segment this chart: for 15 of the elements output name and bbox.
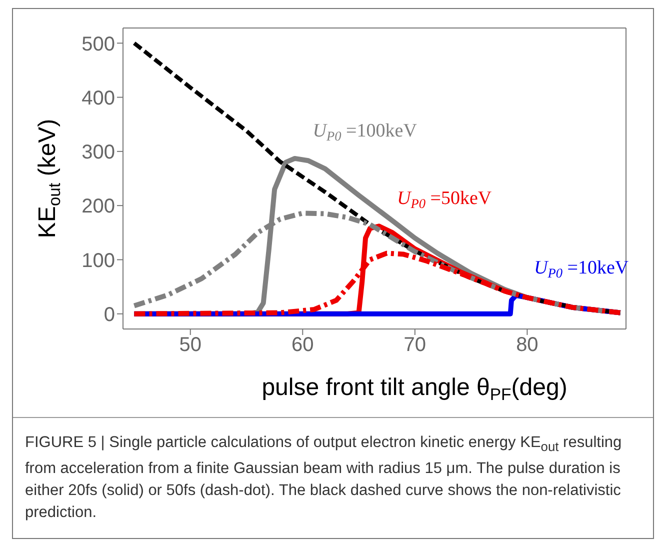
y-tick-label: 500: [82, 33, 115, 56]
x-axis-title: pulse front tilt angle θ$_{PF}$(deg): [262, 374, 568, 404]
y-tick-label: 200: [82, 196, 115, 218]
series-label: U$_{P0}$ =10keV: [534, 257, 629, 280]
x-tick-label: 80: [516, 334, 538, 356]
series-label: U$_{P0}$ =50keV: [396, 188, 492, 212]
y-tick-label: 400: [82, 87, 115, 110]
x-tick-label: 70: [404, 334, 426, 356]
y-tick-label: 0: [104, 304, 115, 326]
y-tick-label: 100: [82, 250, 115, 272]
x-tick-label: 50: [179, 334, 202, 356]
y-tick-label: 300: [82, 142, 115, 164]
caption: FIGURE 5 | Single particle calculations of output electron kinetic energy KE$_{out}$ resulting from acceleration from a finite Gaussian beam with radius 15 μm. The pulse duration is either 20fs (solid) or 50fs (dash-dot). The black dashed curve shows the non-relativistic prediction.: [25, 433, 623, 524]
series-label: U$_{P0}$ =100keV: [312, 120, 418, 144]
x-tick-label: 60: [292, 334, 314, 356]
